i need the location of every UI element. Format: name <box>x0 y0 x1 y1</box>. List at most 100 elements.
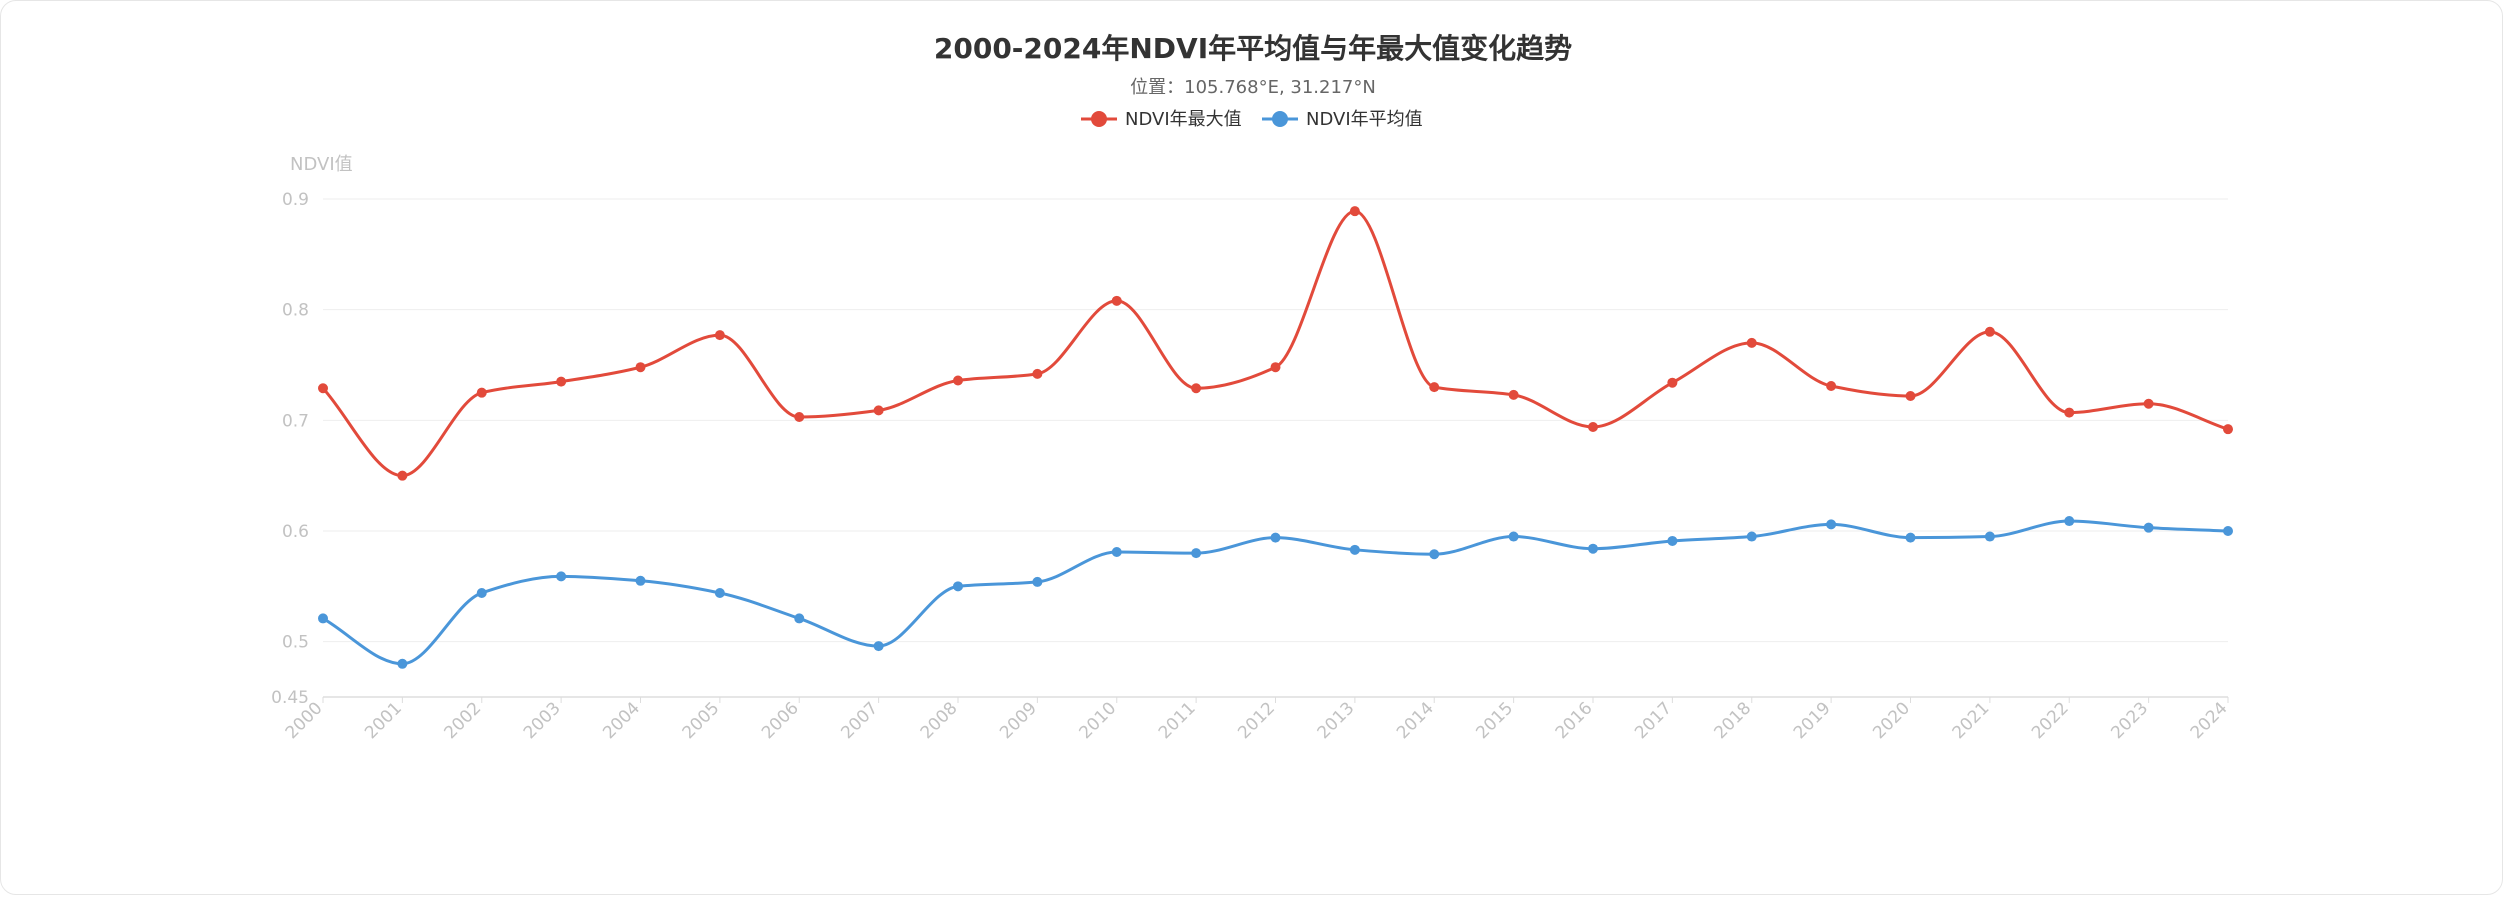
data-point-max[interactable] <box>1588 421 1598 432</box>
x-tick-label: 2013 <box>1314 698 1359 743</box>
series-line-mean <box>321 519 2230 666</box>
data-point-mean[interactable] <box>397 658 408 669</box>
data-point-mean[interactable] <box>1429 549 1440 560</box>
data-point-max[interactable] <box>1349 206 1360 217</box>
data-point-max[interactable] <box>635 362 646 373</box>
x-tick-label: 2009 <box>996 698 1041 743</box>
data-point-mean[interactable] <box>1588 543 1598 554</box>
data-point-mean[interactable] <box>1984 531 1995 542</box>
y-axis-title: NDVI值 <box>290 154 353 175</box>
data-point-max[interactable] <box>1191 383 1202 394</box>
series-mean <box>318 516 2233 669</box>
data-point-max[interactable] <box>1905 390 1916 401</box>
y-tick-label: 0.45 <box>271 688 309 708</box>
x-tick-label: 2015 <box>1472 698 1517 743</box>
data-point-mean[interactable] <box>1032 576 1043 587</box>
data-point-mean[interactable] <box>873 641 884 652</box>
legend-mean-marker-icon <box>1272 111 1288 127</box>
data-point-max[interactable] <box>953 375 963 386</box>
x-tick-label: 2003 <box>520 698 565 743</box>
data-point-mean[interactable] <box>714 587 725 598</box>
x-tick-label: 2014 <box>1393 698 1438 743</box>
data-point-mean[interactable] <box>2064 516 2075 527</box>
x-tick-label: 2010 <box>1076 698 1121 743</box>
legend-max-label: NDVI年最大值 <box>1125 109 1242 130</box>
legend-max-marker-icon <box>1091 111 1107 127</box>
data-point-mean[interactable] <box>1905 532 1916 543</box>
x-tick-label: 2016 <box>1552 698 1597 743</box>
data-point-max[interactable] <box>2143 398 2154 409</box>
series-max <box>318 206 2233 481</box>
y-axis-ticks: 0.45 0.5 0.6 0.7 0.8 0.9 <box>271 190 309 708</box>
data-point-max[interactable] <box>1429 382 1440 393</box>
data-point-mean[interactable] <box>2143 522 2154 533</box>
data-point-max[interactable] <box>1746 337 1757 348</box>
data-point-mean[interactable] <box>318 613 328 624</box>
data-point-mean[interactable] <box>476 587 487 598</box>
x-tick-label: 2001 <box>361 698 406 743</box>
data-point-mean[interactable] <box>1667 535 1678 546</box>
data-point-max[interactable] <box>714 330 725 341</box>
data-point-max[interactable] <box>1667 377 1678 388</box>
data-point-max[interactable] <box>2064 407 2075 418</box>
data-point-max[interactable] <box>873 405 884 416</box>
data-point-max[interactable] <box>1508 389 1519 400</box>
x-tick-label: 2012 <box>1234 698 1279 743</box>
chart-legend[interactable]: NDVI年最大值 NDVI年平均值 <box>1081 109 1423 130</box>
data-point-max[interactable] <box>794 412 805 423</box>
x-tick-label: 2004 <box>599 698 644 743</box>
data-point-mean[interactable] <box>1270 532 1281 543</box>
data-point-max[interactable] <box>397 470 408 481</box>
legend-mean-label: NDVI年平均值 <box>1306 109 1423 130</box>
data-point-mean[interactable] <box>556 571 567 582</box>
data-point-mean[interactable] <box>1508 531 1519 542</box>
y-tick-label: 0.5 <box>282 633 309 653</box>
x-tick-label: 2006 <box>758 698 803 743</box>
data-point-max[interactable] <box>1984 326 1995 337</box>
data-point-max[interactable] <box>2223 424 2233 435</box>
data-point-mean[interactable] <box>953 581 963 592</box>
legend-item-max[interactable]: NDVI年最大值 <box>1081 109 1242 130</box>
x-tick-label: 2024 <box>2187 698 2232 743</box>
chart-title: 2000-2024年NDVI年平均值与年最大值变化趋势 <box>934 32 1572 65</box>
x-axis-ticks: 2000 2001 2002 2003 2004 2005 2006 2007 2008 2009… <box>282 697 2232 743</box>
x-tick-label: 2023 <box>2107 698 2152 743</box>
x-tick-label: 2017 <box>1631 698 1676 743</box>
data-point-mean[interactable] <box>1746 531 1757 542</box>
data-point-mean[interactable] <box>1349 544 1360 555</box>
x-tick-label: 2008 <box>917 698 962 743</box>
y-tick-label: 0.9 <box>282 190 309 210</box>
data-point-max[interactable] <box>476 387 487 398</box>
y-tick-label: 0.7 <box>282 411 309 431</box>
series-layer <box>318 206 2233 669</box>
x-tick-label: 2007 <box>837 698 882 743</box>
data-point-mean[interactable] <box>1111 547 1122 558</box>
data-point-mean[interactable] <box>1191 548 1202 559</box>
y-tick-label: 0.8 <box>282 301 309 321</box>
data-point-max[interactable] <box>1111 295 1122 306</box>
data-point-mean[interactable] <box>794 613 805 624</box>
data-point-max[interactable] <box>1270 362 1281 373</box>
x-tick-label: 2005 <box>679 698 724 743</box>
legend-item-mean[interactable]: NDVI年平均值 <box>1262 109 1423 130</box>
x-tick-label: 2022 <box>2028 698 2073 743</box>
x-tick-label: 2019 <box>1790 698 1835 743</box>
data-point-max[interactable] <box>556 376 567 387</box>
data-point-mean[interactable] <box>2223 526 2233 536</box>
data-point-mean[interactable] <box>1826 519 1837 530</box>
x-tick-label: 2018 <box>1711 698 1756 743</box>
x-tick-label: 2011 <box>1155 698 1200 743</box>
grid-lines <box>323 198 2228 643</box>
data-point-max[interactable] <box>318 383 328 394</box>
x-tick-label: 2020 <box>1869 698 1914 743</box>
data-point-max[interactable] <box>1826 381 1837 392</box>
data-point-max[interactable] <box>1032 368 1043 379</box>
y-tick-label: 0.6 <box>282 522 309 542</box>
x-tick-label: 2002 <box>441 698 486 743</box>
series-line-max <box>321 209 2230 478</box>
chart-subtitle: 位置：105.768°E, 31.217°N <box>1130 77 1376 98</box>
x-tick-label: 2021 <box>1949 698 1994 743</box>
data-point-mean[interactable] <box>635 575 646 586</box>
